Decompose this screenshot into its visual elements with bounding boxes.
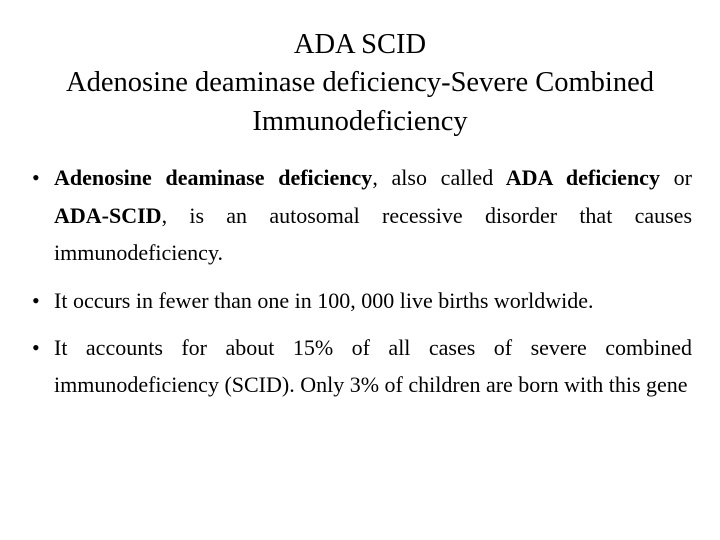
text: It accounts for about 15% of all cases o… — [54, 335, 692, 397]
text: It occurs in fewer than one in 100, 000 … — [54, 288, 593, 313]
text: , also called — [372, 165, 493, 190]
slide-title: ADA SCID Adenosine deaminase deficiency-… — [28, 26, 692, 141]
slide: ADA SCID Adenosine deaminase deficiency-… — [0, 0, 720, 540]
alias2-bold: ADA-SCID — [54, 203, 162, 228]
list-item: It accounts for about 15% of all cases o… — [28, 329, 692, 404]
list-item: It occurs in fewer than one in 100, 000 … — [28, 282, 692, 319]
list-item: Adenosine deaminase deficiency, also cal… — [28, 159, 692, 271]
alias-bold: ADA deficiency — [493, 165, 660, 190]
title-line-2: Adenosine deaminase deficiency-Severe Co… — [66, 67, 654, 136]
bullet-list: Adenosine deaminase deficiency, also cal… — [28, 159, 692, 403]
term-bold: Adenosine deaminase deficiency — [54, 165, 372, 190]
title-line-1: ADA SCID — [294, 29, 426, 60]
text: or — [660, 165, 692, 190]
